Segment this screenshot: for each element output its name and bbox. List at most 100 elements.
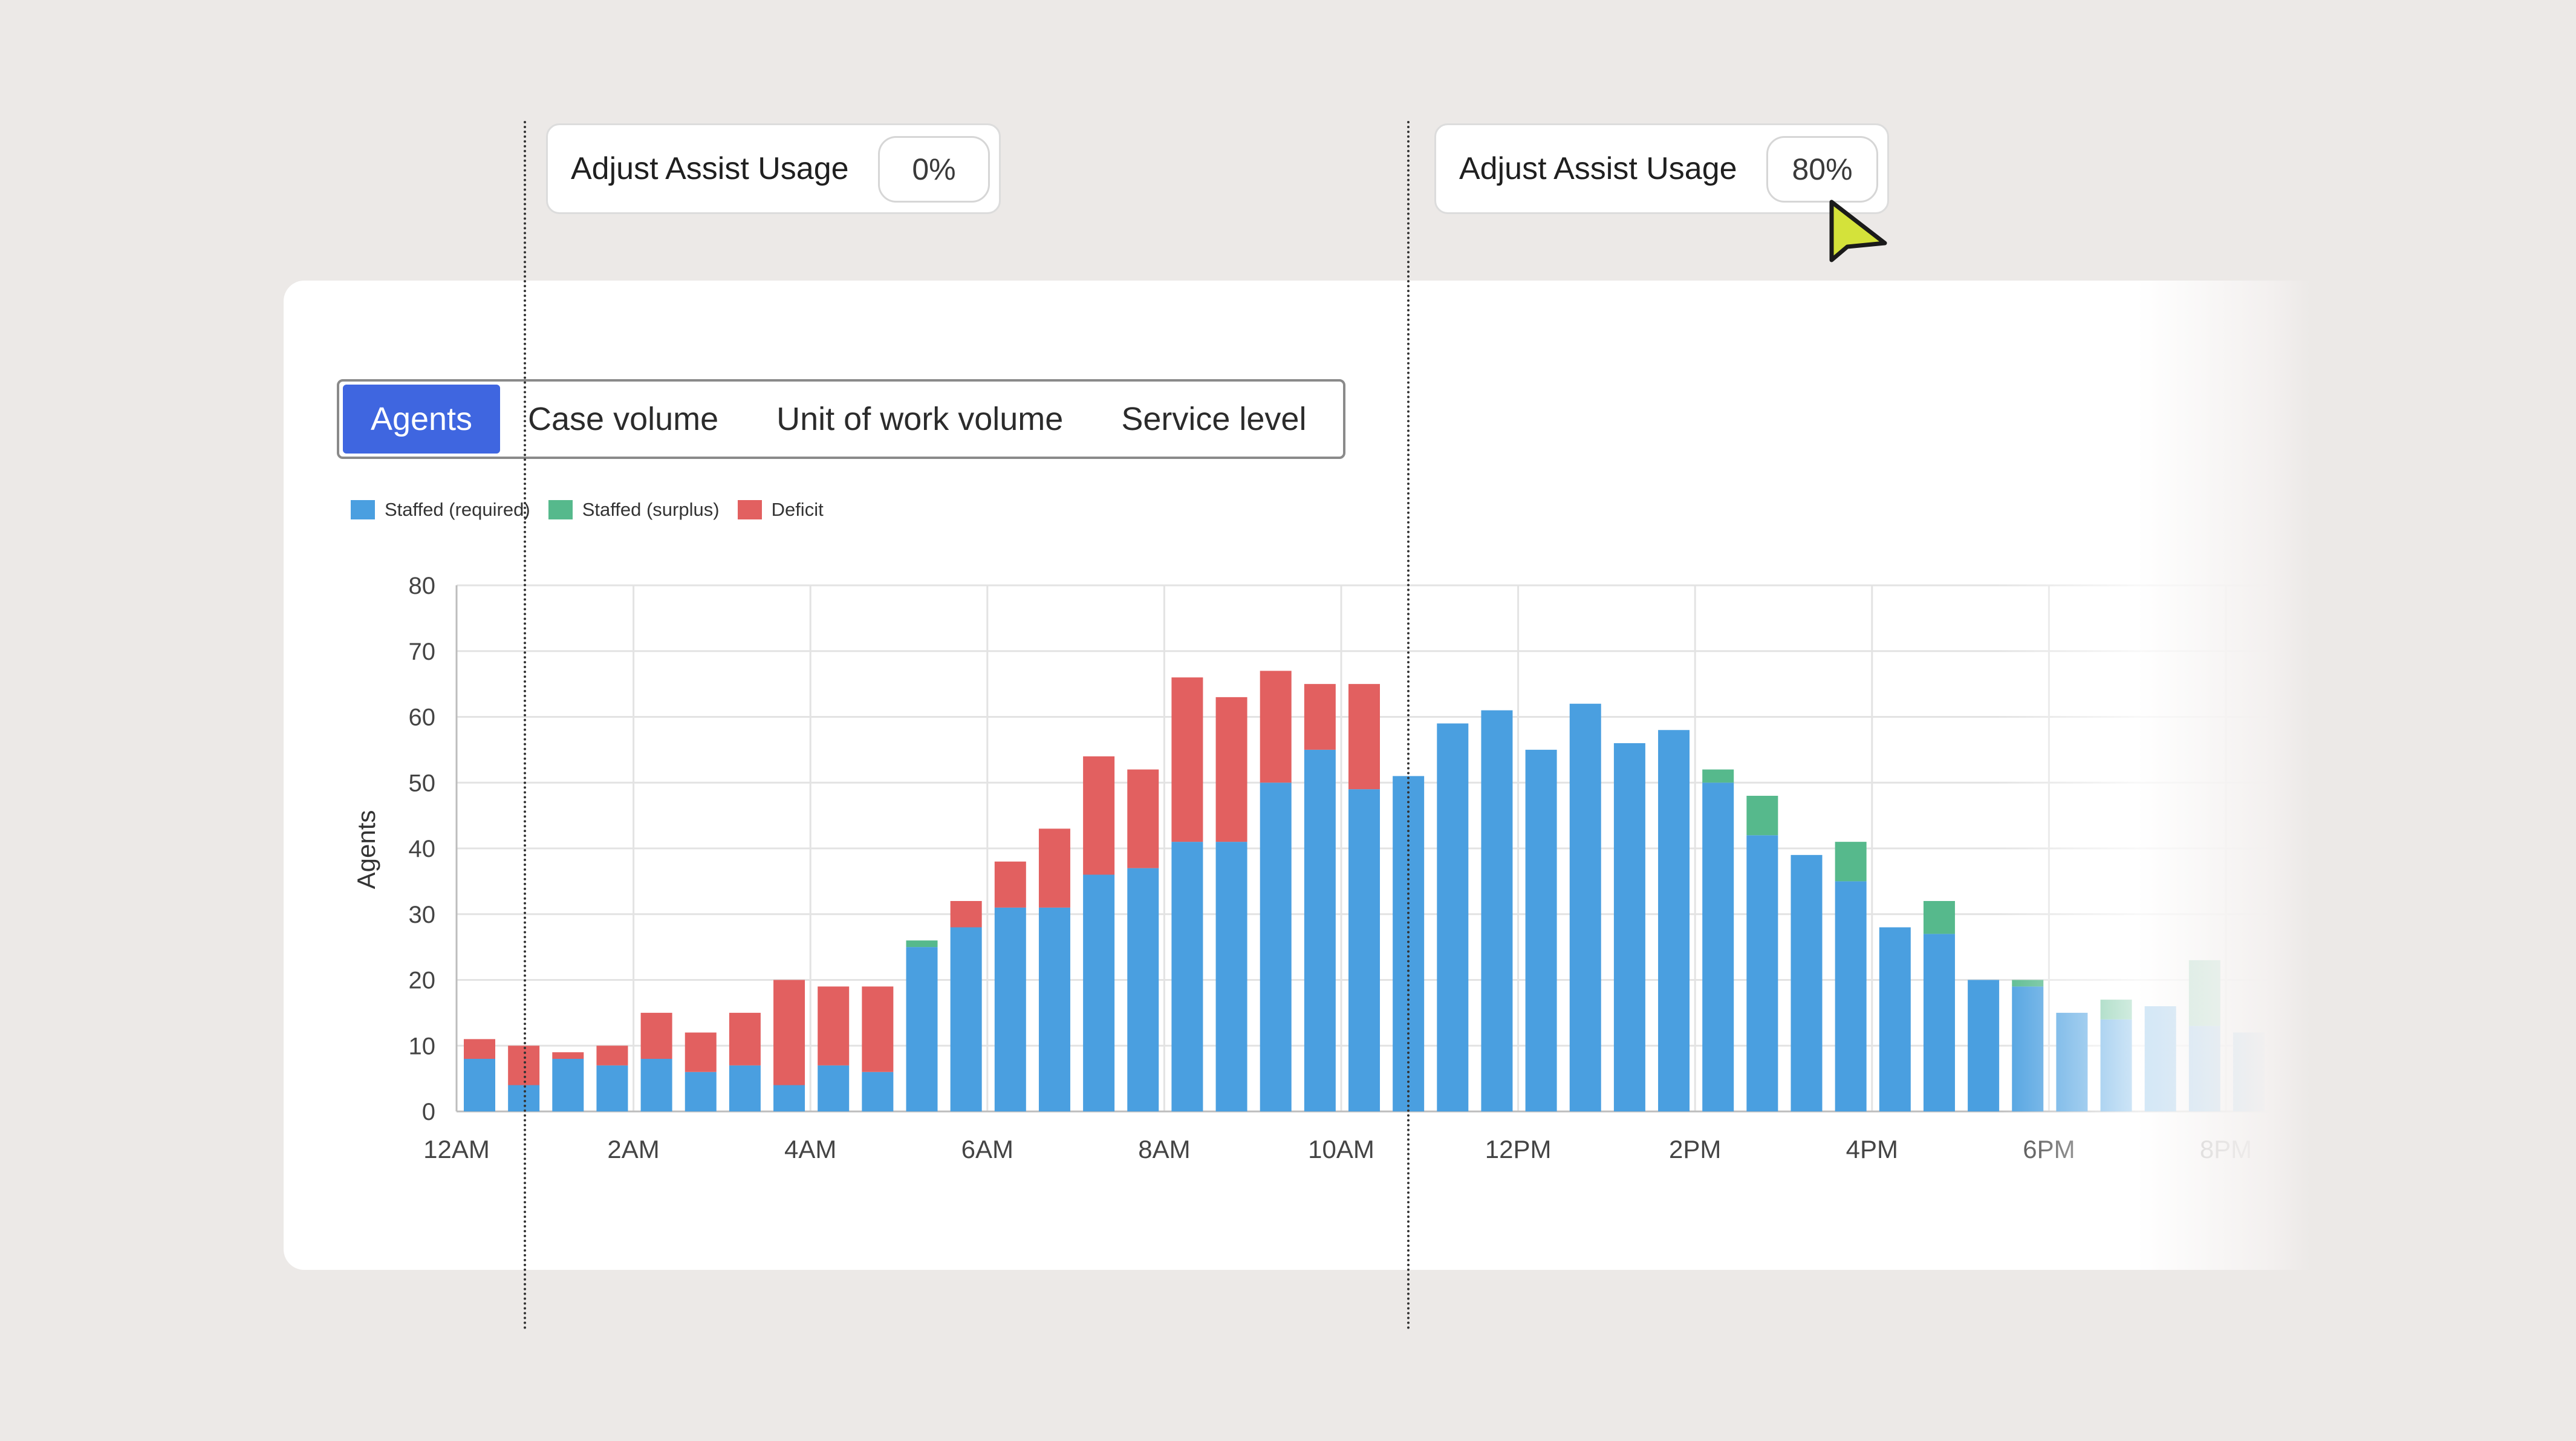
bar-segment-staffed-surplus: [2188, 960, 2220, 1026]
bar-segment-staffed-required: [1304, 749, 1336, 1111]
bar-segment-staffed-required: [685, 1072, 717, 1111]
x-tick-label: 2PM: [1669, 1135, 1721, 1163]
bar-segment-staffed-required: [1658, 730, 1690, 1111]
bar-segment-staffed-required: [1702, 782, 1734, 1111]
assist-usage-input[interactable]: 80%: [1766, 136, 1878, 203]
bar-segment-staffed-required: [1879, 927, 1911, 1111]
bar-segment-staffed-surplus: [1923, 901, 1955, 934]
bar-segment-staffed-required: [1746, 835, 1778, 1111]
bar-segment-staffed-required: [2100, 1019, 2132, 1111]
x-tick-label: 2AM: [607, 1135, 659, 1163]
bar-segment-staffed-required: [552, 1059, 584, 1111]
bar-segment-deficit: [1038, 828, 1070, 908]
bar-segment-staffed-required: [1260, 782, 1292, 1111]
bar-segment-deficit: [994, 861, 1026, 908]
x-tick-label: 8AM: [1138, 1135, 1190, 1163]
bar-segment-staffed-required: [1083, 874, 1115, 1111]
y-tick-label: 50: [409, 770, 436, 796]
tab-case-volume[interactable]: Case volume: [528, 401, 719, 437]
x-tick-label: 8PM: [2200, 1135, 2252, 1163]
bar-segment-staffed-required: [862, 1072, 894, 1111]
bar-segment-staffed-required: [2233, 1032, 2265, 1111]
legend-label: Staffed (surplus): [582, 499, 720, 520]
bar-segment-staffed-surplus: [906, 940, 938, 948]
bar-segment-deficit: [1304, 684, 1336, 750]
bar-segment-deficit: [464, 1039, 495, 1059]
assist-usage-control-after: Adjust Assist Usage 80%: [1434, 123, 1889, 214]
guide-line-before: [524, 121, 526, 1330]
bar-segment-staffed-required: [950, 927, 982, 1111]
y-axis-label: Agents: [352, 810, 380, 890]
metric-tabs: Agents Case volume Unit of work volume S…: [337, 379, 1345, 459]
bar-segment-staffed-surplus: [1746, 796, 1778, 836]
bar-segment-staffed-required: [1171, 842, 1203, 1111]
legend-label: Deficit: [771, 499, 824, 520]
bar-segment-staffed-required: [1525, 749, 1557, 1111]
x-tick-label: 10AM: [1308, 1135, 1374, 1163]
legend-item-deficit: Deficit: [737, 499, 824, 521]
bar-segment-staffed-required: [773, 1085, 805, 1111]
bar-segment-staffed-required: [1569, 703, 1601, 1111]
assist-usage-label: Adjust Assist Usage: [571, 151, 849, 186]
y-tick-label: 60: [409, 704, 436, 731]
legend-swatch: [737, 500, 762, 519]
legend-item-staffed-surplus: Staffed (surplus): [548, 499, 720, 521]
bar-segment-staffed-required: [640, 1059, 672, 1111]
bar-segment-deficit: [950, 901, 982, 928]
bar-segment-deficit: [818, 986, 850, 1065]
bar-segment-deficit: [1127, 769, 1159, 868]
bar-segment-deficit: [552, 1052, 584, 1059]
bar-segment-staffed-required: [1038, 907, 1070, 1111]
bar-segment-staffed-required: [2188, 1026, 2220, 1111]
bar-segment-staffed-required: [818, 1065, 850, 1111]
bar-segment-staffed-required: [1348, 789, 1380, 1111]
bar-segment-deficit: [773, 980, 805, 1085]
bar-segment-staffed-required: [596, 1065, 628, 1111]
chart-legend: Staffed (required) Staffed (surplus) Def…: [351, 499, 842, 521]
tab-unit-of-work-volume[interactable]: Unit of work volume: [776, 401, 1064, 437]
bar-segment-deficit: [729, 1012, 761, 1065]
assist-usage-label: Adjust Assist Usage: [1459, 151, 1737, 186]
y-tick-label: 10: [409, 1033, 436, 1059]
bar-segment-deficit: [685, 1032, 717, 1072]
tab-service-level[interactable]: Service level: [1121, 401, 1307, 437]
bar-segment-staffed-required: [1923, 934, 1955, 1111]
bar-segment-staffed-required: [1791, 854, 1823, 1111]
x-tick-label: 6AM: [961, 1135, 1013, 1163]
y-tick-label: 20: [409, 968, 436, 994]
bar-segment-deficit: [596, 1046, 628, 1065]
y-tick-label: 0: [422, 1099, 435, 1125]
legend-swatch: [548, 500, 573, 519]
y-tick-label: 30: [409, 902, 436, 928]
guide-line-after: [1407, 121, 1410, 1330]
tab-agents[interactable]: Agents: [343, 385, 500, 454]
bar-segment-deficit: [1083, 756, 1115, 875]
bar-segment-staffed-required: [464, 1059, 495, 1111]
bar-segment-staffed-surplus: [2012, 980, 2044, 987]
x-tick-label: 4PM: [1846, 1135, 1898, 1163]
legend-item-staffed-required: Staffed (required): [351, 499, 530, 521]
bar-segment-staffed-required: [2056, 1012, 2088, 1111]
bar-segment-deficit: [1171, 677, 1203, 842]
y-tick-label: 80: [409, 573, 436, 599]
bar-segment-staffed-required: [1613, 743, 1645, 1111]
mouse-cursor-icon: [1829, 200, 1887, 262]
bar-segment-deficit: [1215, 697, 1247, 842]
bar-segment-staffed-required: [1968, 980, 2000, 1111]
bar-segment-staffed-required: [994, 907, 1026, 1111]
bar-segment-staffed-required: [906, 947, 938, 1111]
assist-usage-control-before: Adjust Assist Usage 0%: [546, 123, 1001, 214]
x-tick-label: 4AM: [784, 1135, 836, 1163]
bar-segment-staffed-required: [1127, 868, 1159, 1111]
assist-usage-input[interactable]: 0%: [878, 136, 990, 203]
y-tick-label: 70: [409, 639, 436, 665]
bar-segment-staffed-required: [729, 1065, 761, 1111]
bar-segment-staffed-required: [2144, 1006, 2176, 1111]
bar-segment-staffed-required: [1481, 710, 1513, 1111]
bar-segment-deficit: [1348, 684, 1380, 790]
bar-segment-staffed-required: [1437, 723, 1469, 1111]
legend-swatch: [351, 500, 375, 519]
bar-segment-staffed-required: [2012, 986, 2044, 1111]
bar-segment-staffed-required: [1835, 881, 1867, 1111]
